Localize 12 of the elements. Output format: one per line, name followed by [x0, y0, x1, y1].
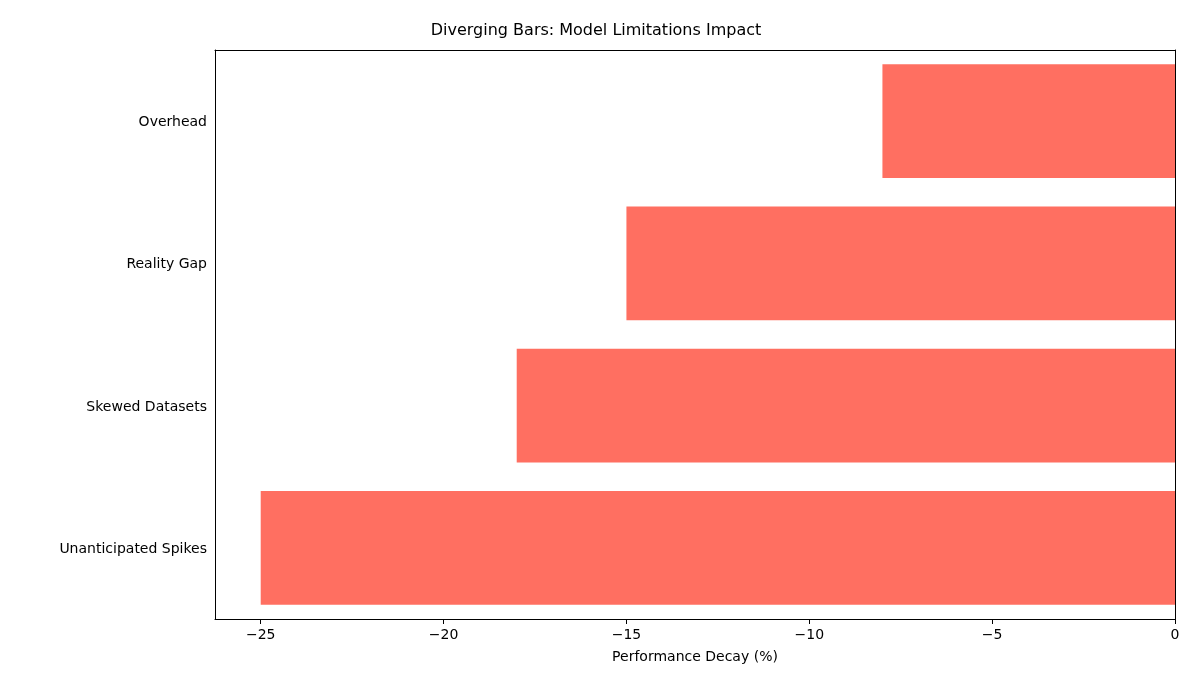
- x-tick-label: −25: [245, 626, 276, 642]
- chart-title: Diverging Bars: Model Limitations Impact: [430, 19, 762, 39]
- x-tick-label: 0: [1170, 626, 1180, 642]
- x-axis-title: Performance Decay (%): [612, 648, 778, 664]
- x-tick-label: −20: [428, 626, 459, 642]
- y-tick-label: Overhead: [138, 113, 207, 130]
- x-tick-label: −5: [981, 626, 1003, 642]
- y-tick-label: Reality Gap: [126, 255, 208, 272]
- y-tick-label: Skewed Datasets: [86, 397, 207, 414]
- x-tick-label: −15: [611, 626, 642, 642]
- y-tick-label: Unanticipated Spikes: [59, 539, 207, 556]
- x-tick-label: −10: [794, 626, 825, 642]
